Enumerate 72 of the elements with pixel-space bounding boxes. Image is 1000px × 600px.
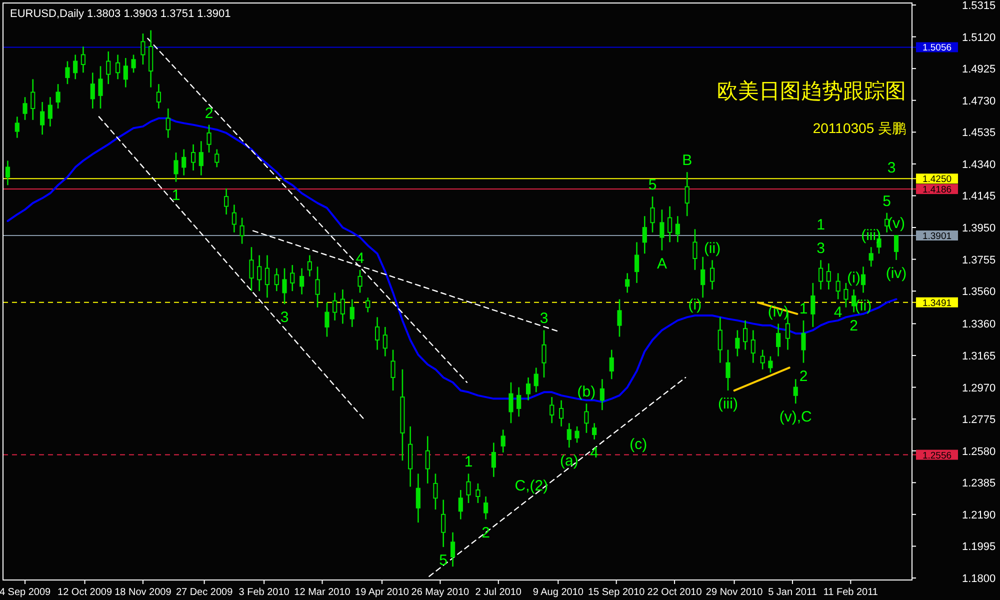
y-tick-label: 1.3755 bbox=[962, 254, 996, 266]
annotation: 5 bbox=[882, 192, 892, 210]
y-tick-label: 1.3360 bbox=[962, 318, 996, 331]
y-tick-label: 1.1800 bbox=[962, 573, 996, 585]
ref-line-label: 1.3491 bbox=[922, 298, 952, 309]
y-tick-label: 1.5120 bbox=[962, 32, 996, 44]
x-tick-label: 11 Feb 2011 bbox=[823, 587, 878, 598]
annotation: C,(2) bbox=[514, 477, 548, 494]
y-tick-label: 1.4535 bbox=[962, 127, 996, 140]
y-tick-label: 1.3165 bbox=[962, 350, 996, 362]
annotation: 2 bbox=[799, 368, 808, 385]
y-tick-label: 1.2775 bbox=[962, 414, 996, 426]
y-tick-label: 1.3950 bbox=[962, 222, 996, 235]
annotation: (v),C bbox=[779, 408, 812, 426]
x-tick-label: 29 Nov 2010 bbox=[706, 587, 764, 598]
ref-line-label: 1.4186 bbox=[922, 184, 952, 196]
y-tick-label: 1.4925 bbox=[962, 64, 996, 76]
x-tick-label: 12 Oct 2009 bbox=[58, 587, 112, 598]
y-tick-label: 1.1995 bbox=[962, 541, 996, 554]
y-tick-label: 1.2970 bbox=[962, 382, 996, 394]
annotation: (i) bbox=[847, 269, 860, 286]
annotation: 3 bbox=[816, 240, 825, 258]
annotation: A bbox=[656, 255, 667, 272]
x-tick-label: 9 Aug 2010 bbox=[532, 587, 584, 598]
annotation: 3 bbox=[887, 160, 896, 177]
y-tick-label: 1.2385 bbox=[962, 478, 996, 490]
annotation: (iv) bbox=[886, 264, 907, 282]
annotation: (v) bbox=[888, 215, 906, 232]
ref-line-label: 1.4250 bbox=[922, 174, 952, 186]
chart-title: EURUSD,Daily 1.3803 1.3903 1.3751 1.3901 bbox=[10, 8, 231, 20]
annotation: 5 bbox=[439, 552, 448, 570]
x-tick-label: 3 Feb 2010 bbox=[238, 587, 290, 598]
annotation: 4 bbox=[356, 250, 364, 267]
annotation: 1 bbox=[799, 300, 808, 318]
x-tick-label: 26 May 2010 bbox=[411, 587, 470, 598]
annotation: B bbox=[682, 152, 692, 170]
annotation: (iii) bbox=[718, 396, 738, 413]
x-tick-label: 18 Nov 2009 bbox=[114, 587, 172, 598]
y-tick-label: 1.5315 bbox=[962, 0, 996, 12]
annotation: (a) bbox=[560, 452, 578, 470]
y-tick-label: 1.4340 bbox=[962, 158, 996, 171]
y-tick-label: 1.2190 bbox=[962, 509, 996, 522]
annotation: (ii) bbox=[854, 298, 872, 315]
annotation: 4 bbox=[590, 444, 598, 462]
x-tick-label: 15 Sep 2010 bbox=[588, 587, 646, 598]
ref-line-label: 1.2556 bbox=[922, 450, 952, 462]
annotation: 2 bbox=[204, 104, 214, 122]
annotation: 2 bbox=[850, 317, 858, 334]
text: 欧美日图趋势跟踪图 bbox=[717, 80, 906, 103]
x-tick-label: 12 Mar 2010 bbox=[294, 587, 351, 598]
annotation: (ii) bbox=[704, 240, 721, 258]
annotation: (c) bbox=[630, 436, 648, 453]
annotation: 4 bbox=[834, 304, 842, 322]
ref-line-label: 1.3901 bbox=[922, 231, 952, 242]
x-tick-label: 5 Jan 2011 bbox=[768, 587, 818, 598]
annotation: 3 bbox=[540, 310, 548, 328]
y-tick-label: 1.4730 bbox=[962, 95, 996, 108]
annotation: (b) bbox=[577, 384, 596, 401]
y-tick-label: 1.4145 bbox=[962, 190, 996, 203]
annotation: 1 bbox=[816, 216, 825, 234]
annotation: 20110305 吴鹏 bbox=[812, 120, 906, 136]
x-tick-label: 4 Sep 2009 bbox=[0, 587, 52, 598]
x-tick-label: 22 Oct 2010 bbox=[647, 587, 702, 598]
x-tick-label: 27 Dec 2009 bbox=[176, 587, 234, 598]
y-tick-label: 1.2580 bbox=[962, 446, 996, 458]
y-tick-label: 1.3560 bbox=[962, 286, 996, 298]
annotation: 3 bbox=[280, 309, 289, 326]
x-tick-label: 2 Jul 2010 bbox=[475, 587, 522, 598]
annotation: 1 bbox=[464, 454, 473, 471]
annotation: 1 bbox=[172, 186, 180, 204]
ref-line-label: 1.5056 bbox=[922, 42, 952, 54]
x-tick-label: 19 Apr 2010 bbox=[355, 587, 410, 598]
